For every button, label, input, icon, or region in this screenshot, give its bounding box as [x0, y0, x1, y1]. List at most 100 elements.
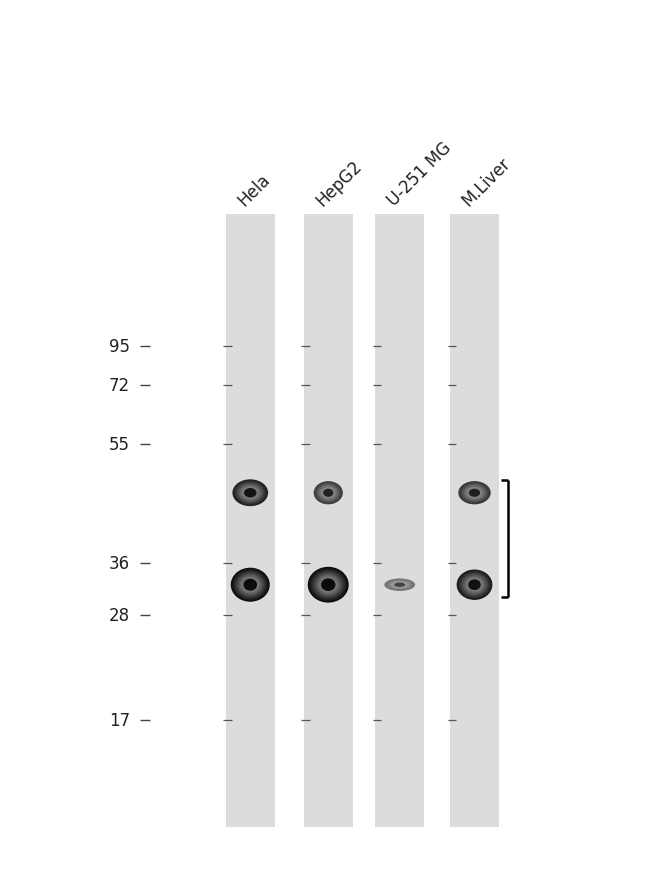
Ellipse shape: [319, 486, 337, 501]
Ellipse shape: [238, 575, 263, 595]
Ellipse shape: [323, 489, 333, 497]
Text: U-251 MG: U-251 MG: [384, 139, 455, 210]
Ellipse shape: [321, 487, 335, 499]
Ellipse shape: [462, 484, 488, 502]
Ellipse shape: [240, 485, 261, 502]
Ellipse shape: [461, 484, 488, 502]
Ellipse shape: [462, 575, 487, 595]
Ellipse shape: [231, 568, 270, 602]
Ellipse shape: [315, 573, 342, 597]
Ellipse shape: [468, 488, 481, 498]
Ellipse shape: [242, 578, 259, 592]
Ellipse shape: [466, 578, 483, 593]
Ellipse shape: [462, 485, 487, 502]
Ellipse shape: [318, 577, 338, 594]
Ellipse shape: [458, 482, 491, 505]
Ellipse shape: [389, 581, 410, 589]
Ellipse shape: [469, 489, 480, 497]
Ellipse shape: [320, 578, 337, 593]
Ellipse shape: [233, 569, 268, 600]
Ellipse shape: [456, 569, 493, 600]
Ellipse shape: [317, 575, 339, 595]
Ellipse shape: [317, 485, 339, 502]
Ellipse shape: [385, 579, 414, 591]
Ellipse shape: [314, 482, 343, 504]
Ellipse shape: [233, 480, 268, 506]
Ellipse shape: [462, 574, 488, 596]
Ellipse shape: [311, 570, 345, 600]
Ellipse shape: [461, 573, 488, 596]
Bar: [226, 215, 275, 827]
Ellipse shape: [465, 577, 484, 594]
Ellipse shape: [312, 571, 344, 599]
Ellipse shape: [385, 579, 415, 591]
Ellipse shape: [464, 576, 485, 594]
Ellipse shape: [387, 580, 412, 590]
Ellipse shape: [467, 578, 482, 592]
Ellipse shape: [314, 573, 343, 597]
Ellipse shape: [389, 580, 411, 590]
Ellipse shape: [318, 485, 338, 501]
Ellipse shape: [313, 571, 344, 599]
Ellipse shape: [322, 488, 334, 498]
Ellipse shape: [313, 482, 343, 505]
Ellipse shape: [241, 578, 259, 593]
Text: 17: 17: [109, 711, 130, 729]
Ellipse shape: [239, 575, 262, 595]
Ellipse shape: [460, 483, 489, 503]
Ellipse shape: [465, 578, 484, 593]
Ellipse shape: [392, 582, 408, 588]
Ellipse shape: [237, 574, 263, 596]
Ellipse shape: [233, 570, 267, 600]
Ellipse shape: [315, 574, 341, 596]
Text: 72: 72: [109, 377, 130, 395]
Ellipse shape: [234, 481, 266, 505]
Ellipse shape: [459, 572, 490, 598]
Ellipse shape: [316, 484, 341, 502]
Ellipse shape: [465, 486, 484, 500]
Ellipse shape: [315, 483, 341, 503]
Ellipse shape: [463, 575, 486, 595]
Ellipse shape: [239, 485, 262, 502]
Text: Hela: Hela: [234, 171, 274, 210]
Ellipse shape: [242, 487, 258, 499]
Ellipse shape: [313, 572, 343, 598]
Ellipse shape: [388, 580, 411, 590]
Ellipse shape: [311, 569, 346, 601]
Ellipse shape: [316, 575, 341, 595]
Ellipse shape: [385, 579, 414, 591]
Bar: [450, 215, 499, 827]
Ellipse shape: [237, 483, 264, 503]
Ellipse shape: [387, 580, 413, 590]
Ellipse shape: [233, 481, 267, 506]
Ellipse shape: [319, 577, 337, 593]
Ellipse shape: [240, 577, 260, 594]
Bar: [304, 215, 352, 827]
Ellipse shape: [235, 482, 266, 505]
Ellipse shape: [391, 582, 408, 588]
Ellipse shape: [467, 578, 482, 592]
Ellipse shape: [236, 483, 265, 504]
Ellipse shape: [391, 581, 409, 589]
Ellipse shape: [320, 487, 336, 499]
Ellipse shape: [237, 484, 263, 503]
Ellipse shape: [464, 486, 485, 501]
Ellipse shape: [322, 488, 335, 499]
Ellipse shape: [318, 576, 339, 595]
Ellipse shape: [238, 484, 263, 502]
Ellipse shape: [459, 482, 490, 504]
Ellipse shape: [318, 485, 339, 502]
Ellipse shape: [243, 579, 257, 591]
Ellipse shape: [315, 483, 342, 504]
Ellipse shape: [460, 572, 489, 598]
Text: 55: 55: [109, 435, 130, 453]
Ellipse shape: [317, 484, 340, 502]
Ellipse shape: [467, 487, 482, 499]
Ellipse shape: [308, 567, 349, 603]
Ellipse shape: [309, 568, 348, 603]
Ellipse shape: [231, 569, 269, 602]
Ellipse shape: [466, 487, 483, 499]
Ellipse shape: [235, 572, 265, 598]
Ellipse shape: [460, 483, 489, 504]
Ellipse shape: [457, 570, 492, 600]
